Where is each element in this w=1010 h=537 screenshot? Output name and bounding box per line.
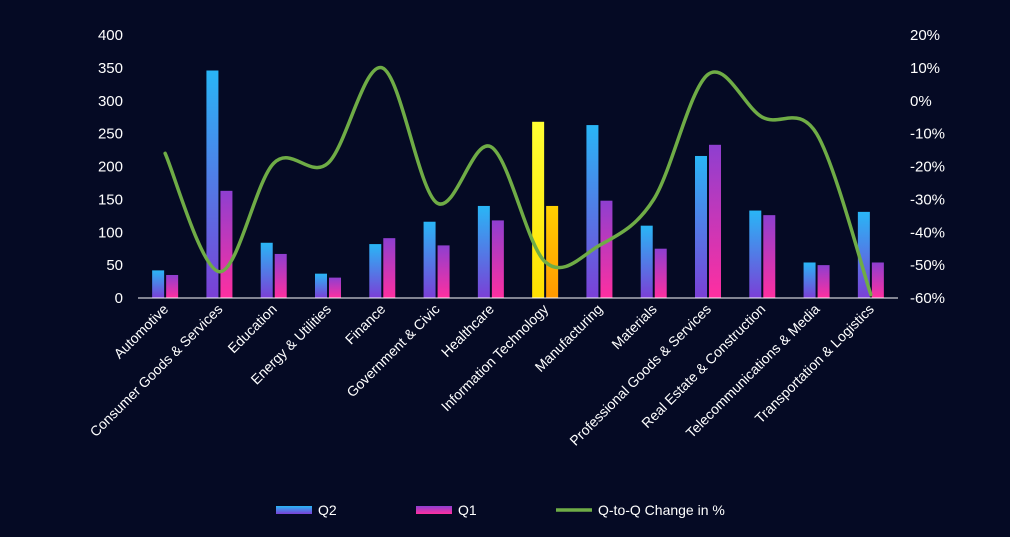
bar-q2 (206, 70, 219, 298)
left-tick-label: 0 (115, 290, 123, 307)
bar-q1 (166, 274, 179, 298)
left-tick-label: 250 (98, 126, 123, 143)
right-tick-label: 10% (910, 60, 940, 77)
bar-q1 (600, 200, 613, 298)
bar-q1 (654, 248, 667, 298)
right-axis: -60% -50% -40% -30% -20% -10% 0% 10% 20% (910, 27, 945, 307)
left-tick-label: 200 (98, 159, 123, 176)
bar-q2 (423, 221, 436, 298)
bar-q2 (532, 121, 545, 298)
left-tick-label: 300 (98, 93, 123, 110)
bar-q1 (871, 262, 884, 298)
bar-q1 (274, 253, 287, 298)
category-label: Government & Civic (343, 301, 442, 400)
bar-q1 (437, 245, 450, 298)
bar-q2 (640, 225, 653, 298)
bar-q2 (586, 125, 599, 298)
bar-q2 (315, 273, 327, 298)
left-tick-label: 150 (98, 191, 123, 208)
category-label: Information Technology (438, 301, 551, 414)
change-line (163, 66, 873, 297)
legend-swatch-q1 (416, 506, 452, 514)
legend-label-change: Q-to-Q Change in % (598, 502, 725, 518)
right-tick-label: -50% (910, 257, 945, 274)
bar-q2 (695, 155, 707, 298)
bar-q2 (260, 242, 273, 298)
right-tick-label: 20% (910, 27, 940, 44)
bar-q2 (152, 270, 165, 298)
category-label: Education (224, 301, 279, 356)
legend: Q2 Q1 Q-to-Q Change in % (276, 502, 725, 518)
right-tick-label: 0% (910, 93, 932, 110)
bar-q2 (477, 205, 490, 298)
right-tick-label: -10% (910, 126, 945, 143)
bar-q2 (369, 244, 382, 298)
left-tick-label: 100 (98, 224, 123, 241)
bar-q1 (546, 205, 559, 298)
category-label: Healthcare (438, 301, 497, 360)
bar-q1 (491, 220, 504, 298)
left-tick-label: 400 (98, 27, 123, 44)
right-tick-label: -60% (910, 290, 945, 307)
right-tick-label: -20% (910, 159, 945, 176)
category-label: Finance (342, 301, 389, 348)
bar-q2 (749, 210, 762, 298)
left-tick-label: 350 (98, 60, 123, 77)
legend-label-q1: Q1 (458, 502, 477, 518)
bar-q1 (763, 215, 776, 298)
bar-q1 (709, 144, 721, 298)
bar-q1 (383, 238, 396, 298)
category-label: Materials (608, 301, 659, 352)
right-tick-label: -40% (910, 224, 945, 241)
legend-label-q2: Q2 (318, 502, 337, 518)
bar-q1 (220, 190, 233, 298)
right-tick-label: -30% (910, 191, 945, 208)
bar-q1 (817, 265, 830, 298)
left-tick-label: 50 (106, 257, 123, 274)
legend-swatch-q2 (276, 506, 312, 514)
bar-q2 (803, 262, 816, 298)
bar-q1 (329, 277, 341, 298)
left-axis: 0 50 100 150 200 250 300 350 400 (98, 27, 123, 307)
